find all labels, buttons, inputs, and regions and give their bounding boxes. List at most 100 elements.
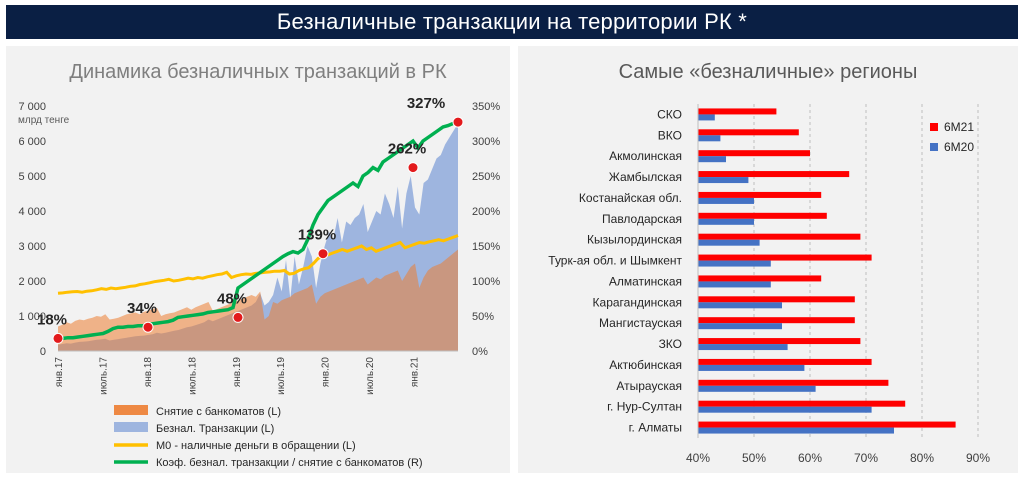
left-y-tick-label: 7 000 (18, 101, 46, 113)
left-chart-panel: Динамика безналичных транзакций в РК млр… (6, 46, 510, 473)
bar-6m21 (698, 379, 889, 386)
left-chart-title: Динамика безналичных транзакций в РК (69, 61, 447, 83)
bar-6m20 (698, 156, 726, 163)
left-y-tick-label: 1 000 (18, 311, 46, 323)
region-label: ВКО (658, 128, 682, 142)
region-label: Атырауская (616, 379, 682, 393)
ratio-data-label: 327% (407, 95, 445, 112)
left-x-tick-label: янв.21 (410, 357, 421, 388)
left-x-tick-label: янв.18 (143, 357, 154, 388)
bar-6m21 (698, 108, 777, 115)
right-y-tick-label: 150% (472, 241, 500, 253)
bar-6m20 (698, 239, 760, 246)
left-x-tick-label: июль.20 (365, 357, 376, 395)
bar-6m21 (698, 212, 827, 219)
left-axis-unit: млрд тенге (18, 115, 70, 126)
right-x-tick-label: 80% (910, 451, 934, 465)
bar-6m20 (698, 385, 816, 392)
bar-6m20 (698, 260, 771, 267)
bar-6m20 (698, 135, 721, 142)
region-label: Павлодарская (602, 212, 682, 226)
legend-label: Снятие с банкоматов (L) (156, 406, 281, 418)
ratio-marker (52, 332, 64, 344)
bar-6m21 (698, 233, 861, 240)
region-label: Алматинская (609, 274, 682, 288)
left-x-tick-label: июль.17 (98, 357, 109, 395)
right-x-tick-label: 40% (686, 451, 710, 465)
bar-6m21 (698, 254, 872, 261)
left-y-tick-label: 6 000 (18, 136, 46, 148)
bar-6m20 (698, 302, 782, 309)
region-label: Карагандинская (593, 295, 682, 309)
region-label: г. Нур-Султан (607, 400, 682, 414)
left-y-tick-label: 5 000 (18, 171, 46, 183)
bar-6m20 (698, 427, 894, 434)
right-x-tick-label: 60% (798, 451, 822, 465)
bar-6m20 (698, 177, 749, 184)
ratio-data-label: 262% (388, 141, 426, 158)
legend-label: 6M20 (944, 140, 974, 154)
left-x-tick-label: янв.19 (232, 357, 243, 388)
bar-6m21 (698, 296, 855, 303)
regions-bar-chart: Самые «безналичные» регионы 40% 50% 60% 70%… (548, 61, 990, 465)
region-label: г. Алматы (629, 421, 682, 435)
right-y-tick-label: 200% (472, 206, 500, 218)
right-y-tick-label: 250% (472, 171, 500, 183)
legend-swatch (114, 422, 148, 432)
bar-6m21 (698, 129, 799, 136)
right-y-tick-label: 50% (472, 311, 494, 323)
ratio-data-label: 18% (37, 311, 67, 328)
right-chart-title: Самые «безналичные» регионы (619, 61, 918, 83)
atm-withdrawals-area (58, 249, 458, 351)
region-label: ЗКО (659, 337, 682, 351)
bar-6m20 (698, 197, 754, 204)
right-y-tick-label: 100% (472, 276, 500, 288)
ratio-data-label: 34% (127, 300, 157, 317)
right-y-tick-label: 350% (472, 101, 500, 113)
ratio-marker (452, 116, 464, 128)
page-title: Безналичные транзакции на территории РК … (276, 9, 748, 34)
region-label: Акмолинская (609, 149, 682, 163)
region-label: Мангистауская (599, 316, 682, 330)
legend-label: Безнал. Транзакции (L) (156, 423, 274, 435)
legend-swatch (930, 123, 938, 131)
left-y-tick-label: 2 000 (18, 276, 46, 288)
left-x-tick-label: июль.18 (187, 357, 198, 395)
region-label: СКО (657, 107, 682, 121)
legend-label: Коэф. безнал. транзакции / снятие с банк… (156, 457, 423, 469)
right-x-tick-label: 90% (966, 451, 990, 465)
left-x-tick-label: янв.20 (321, 357, 332, 388)
legend-label: 6M21 (944, 120, 974, 134)
left-x-tick-label: янв.17 (54, 357, 65, 388)
ratio-data-label: 139% (298, 227, 336, 244)
bar-6m21 (698, 171, 850, 178)
right-y-tick-label: 300% (472, 136, 500, 148)
right-x-tick-label: 70% (854, 451, 878, 465)
ratio-marker (232, 311, 244, 323)
bar-6m20 (698, 406, 872, 413)
bar-6m20 (698, 218, 754, 225)
bar-6m21 (698, 317, 855, 324)
bar-6m20 (698, 364, 805, 371)
legend-label: M0 - наличные деньги в обращении (L) (156, 440, 356, 452)
region-label: Жамбылская (609, 170, 682, 184)
bar-6m20 (698, 281, 771, 288)
right-x-tick-label: 50% (742, 451, 766, 465)
ratio-line (58, 120, 459, 341)
page-banner: Безналичные транзакции на территории РК … (6, 5, 1018, 39)
region-label: Актюбинская (609, 358, 682, 372)
legend-swatch (114, 405, 148, 415)
region-label: Турк-ая обл. и Шымкент (548, 254, 682, 268)
right-y-tick-label: 0% (472, 346, 488, 358)
bar-6m21 (698, 191, 822, 198)
ratio-marker (317, 248, 329, 260)
cashless-dynamics-chart: Динамика безналичных транзакций в РК млр… (18, 61, 500, 469)
bar-6m21 (698, 400, 906, 407)
region-label: Кызылординская (587, 233, 682, 247)
left-x-tick-label: июль.19 (276, 357, 287, 395)
bar-6m20 (698, 323, 782, 330)
bar-6m21 (698, 358, 872, 365)
legend-swatch (930, 143, 938, 151)
ratio-marker (407, 162, 419, 174)
bar-6m20 (698, 114, 715, 121)
